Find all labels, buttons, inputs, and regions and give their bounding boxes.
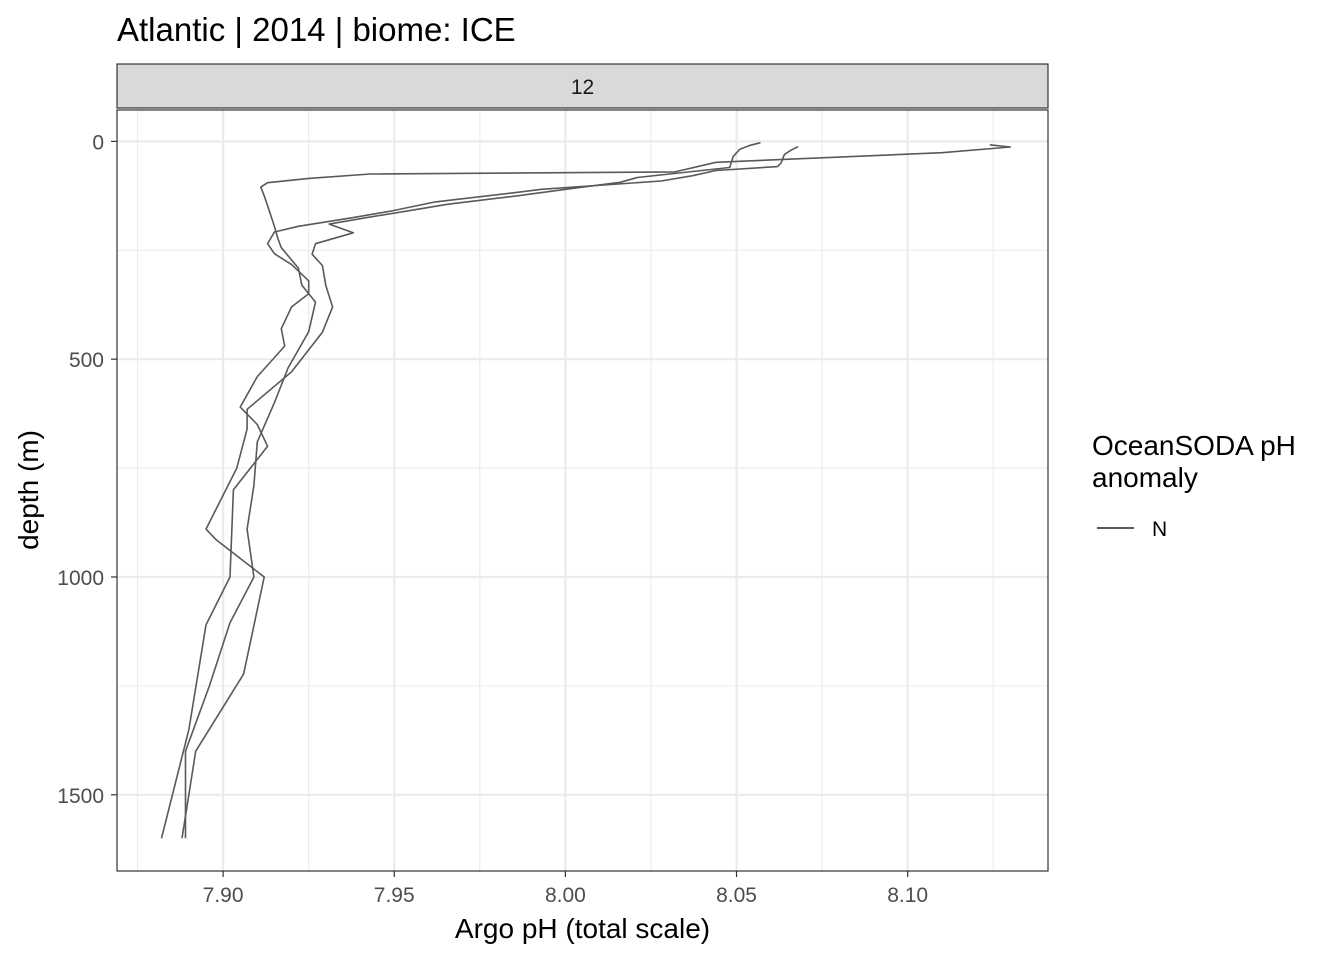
legend-label: N [1152,518,1167,541]
facet-strip [116,63,1049,109]
legend-title-line-2: anomaly [1092,462,1198,493]
profile-line-2 [160,145,799,839]
y-tick-label: 1500 [57,785,104,808]
x-axis: 7.90 7.95 8.00 8.05 8.10 [203,871,928,907]
x-tick-label: 8.00 [545,884,586,907]
profile-line-3 [181,141,761,839]
legend: OceanSODA pH anomaly N [1092,430,1296,541]
y-axis-title: depth (m) [13,430,44,550]
x-tick-label: 7.95 [374,884,415,907]
legend-title-line-1: OceanSODA pH [1092,430,1296,461]
x-tick-label: 8.05 [716,884,757,907]
y-tick-label: 500 [69,349,104,372]
x-tick-label: 7.90 [203,884,244,907]
chart-title: Atlantic | 2014 | biome: ICE [117,11,516,48]
y-tick-label: 1000 [57,567,104,590]
series-lines [160,141,1012,839]
x-tick-label: 8.10 [887,884,928,907]
y-tick-label: 0 [92,131,104,154]
plot-panel-border [116,109,1049,872]
x-axis-title: Argo pH (total scale) [455,913,710,944]
y-axis: 0 500 1000 1500 [57,131,117,808]
facet-strip-label: 12 [571,76,594,99]
grid-lines [117,110,1048,871]
profile-line-1 [184,144,1012,839]
